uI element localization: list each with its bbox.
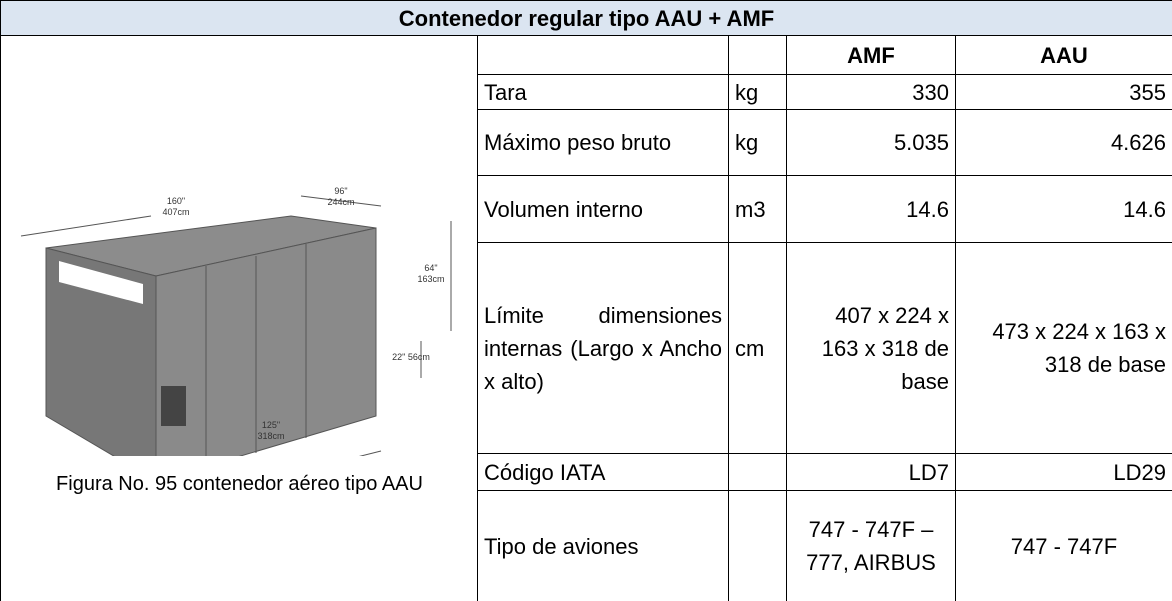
unit: [728, 453, 787, 491]
unit: kg: [728, 74, 787, 110]
dimension-label: 22" 56cm: [392, 352, 430, 362]
row-label: Tipo de aviones: [477, 490, 729, 601]
row-label: Máximo peso bruto: [477, 109, 729, 176]
empty-header: [728, 35, 787, 75]
container-illustration: 160"407cm 96"244cm 64"163cm 22" 56cm 125"318…: [20, 186, 452, 456]
dimension-label: 125": [262, 420, 280, 430]
aau-value: LD29: [955, 453, 1172, 491]
unit: kg: [728, 109, 787, 176]
dimension-label: 244cm: [327, 197, 354, 207]
figure-caption: Figura No. 95 contenedor aéreo tipo AAU: [56, 473, 423, 495]
unit: m3: [728, 175, 787, 243]
row-label: Tara: [477, 74, 729, 110]
aau-value: 473 x 224 x 163 x 318 de base: [955, 242, 1172, 454]
amf-value: 407 x 224 x 163 x 318 de base: [786, 242, 956, 454]
empty-header: [477, 35, 729, 75]
dimension-label: 407cm: [162, 207, 189, 217]
dimension-label: 160": [167, 196, 185, 206]
title: Contenedor regular tipo AAU + AMF: [0, 0, 1172, 36]
amf-value: 14.6: [786, 175, 956, 243]
dimension-label: 64": [424, 263, 437, 273]
dimension-label: 96": [334, 186, 347, 196]
aau-value: 4.626: [955, 109, 1172, 176]
dimension-label: 318cm: [257, 431, 284, 441]
aau-value: 14.6: [955, 175, 1172, 243]
column-header: AMF: [786, 35, 956, 75]
row-label: Límite dimensiones internas (Largo x Anc…: [477, 242, 729, 454]
column-header: AAU: [955, 35, 1172, 75]
unit: cm: [728, 242, 787, 454]
row-label: Código IATA: [477, 453, 729, 491]
amf-value: LD7: [786, 453, 956, 491]
dimension-label: 163cm: [417, 274, 444, 284]
amf-value: 330: [786, 74, 956, 110]
row-label: Volumen interno: [477, 175, 729, 243]
amf-value: 747 - 747F – 777, AIRBUS: [786, 490, 956, 601]
aau-value: 355: [955, 74, 1172, 110]
figure-cell: 160" 407cm 96" 244cm 64" 163cm 22" 56cm 125" 318…: [0, 35, 478, 601]
unit: [728, 490, 787, 601]
amf-value: 5.035: [786, 109, 956, 176]
aau-value: 747 - 747F: [955, 490, 1172, 601]
